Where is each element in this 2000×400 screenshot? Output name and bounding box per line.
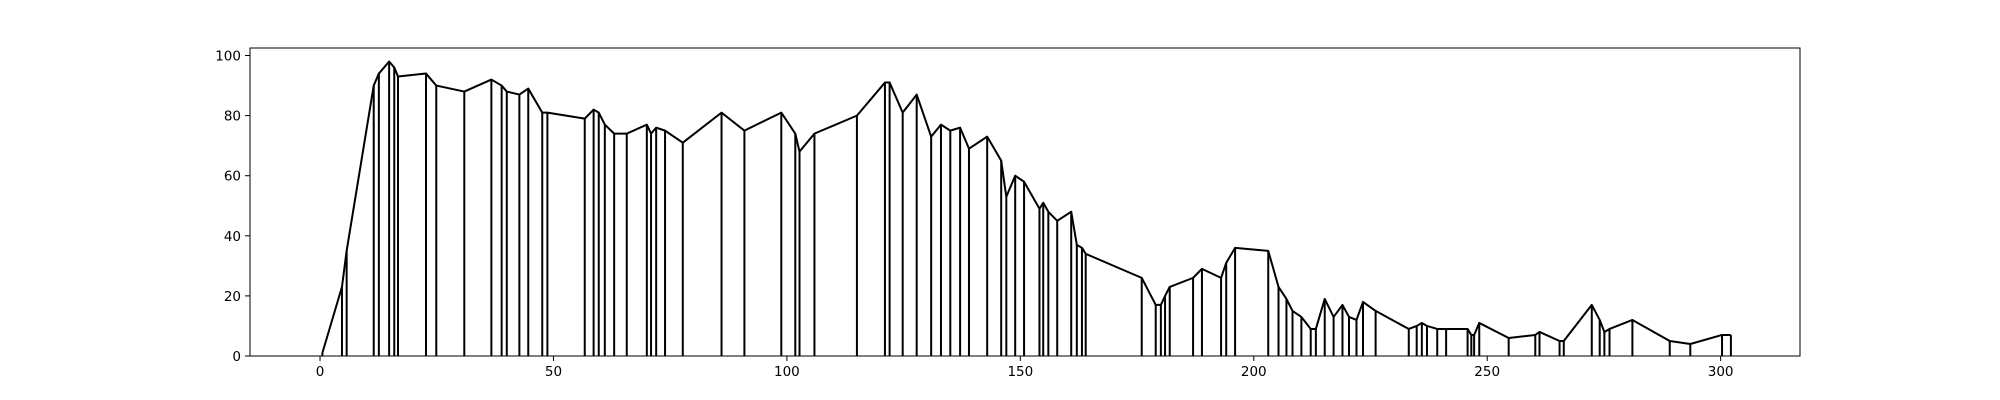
x-tick-label: 50: [545, 364, 562, 380]
data-line: [321, 60, 1731, 354]
y-tick-label: 0: [232, 349, 241, 365]
x-tick-label: 300: [1708, 364, 1734, 380]
x-tick-label: 200: [1241, 364, 1267, 380]
y-tick-label: 60: [224, 169, 241, 185]
x-tick-label: 250: [1474, 364, 1500, 380]
y-tick-label: 80: [224, 109, 241, 125]
x-tick-label: 0: [316, 364, 325, 380]
x-tick-label: 150: [1007, 364, 1033, 380]
y-tick-label: 20: [224, 289, 241, 305]
y-tick-label: 100: [215, 49, 241, 65]
y-tick-label: 40: [224, 229, 241, 245]
plot-frame: [249, 47, 1801, 357]
x-tick-label: 100: [774, 364, 800, 380]
